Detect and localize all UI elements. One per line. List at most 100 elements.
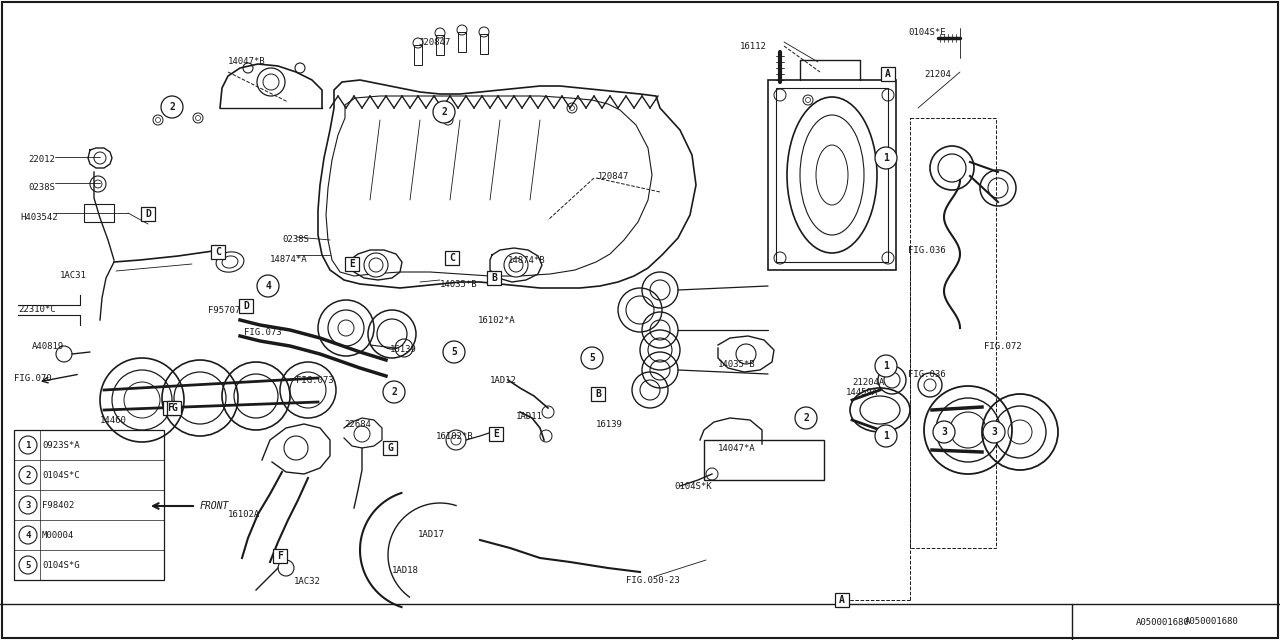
Text: 1AD11: 1AD11 bbox=[516, 412, 543, 421]
Bar bbox=[445, 251, 460, 265]
Text: A40819: A40819 bbox=[32, 342, 64, 351]
Text: 3: 3 bbox=[991, 427, 997, 437]
Text: 21204: 21204 bbox=[924, 70, 951, 79]
Text: FIG.036: FIG.036 bbox=[908, 246, 946, 255]
Text: 3: 3 bbox=[941, 427, 947, 437]
Text: 22684: 22684 bbox=[344, 420, 371, 429]
Circle shape bbox=[383, 381, 404, 403]
Bar bbox=[881, 67, 895, 81]
Bar bbox=[458, 32, 466, 52]
Bar bbox=[489, 427, 503, 441]
Bar bbox=[273, 549, 287, 563]
Text: C: C bbox=[449, 253, 454, 263]
Text: 1: 1 bbox=[26, 440, 31, 449]
Text: 0104S*C: 0104S*C bbox=[42, 470, 79, 479]
Text: 16102A: 16102A bbox=[228, 510, 260, 519]
Text: A: A bbox=[884, 69, 891, 79]
Circle shape bbox=[581, 347, 603, 369]
Text: 2: 2 bbox=[392, 387, 397, 397]
Text: FIG.070: FIG.070 bbox=[14, 374, 51, 383]
Text: E: E bbox=[493, 429, 499, 439]
Circle shape bbox=[257, 275, 279, 297]
Bar bbox=[346, 257, 358, 271]
Text: 16139: 16139 bbox=[390, 345, 417, 354]
Text: 2: 2 bbox=[169, 102, 175, 112]
Text: 0923S*A: 0923S*A bbox=[42, 440, 79, 449]
Text: F: F bbox=[168, 403, 173, 413]
Text: 14047*B: 14047*B bbox=[228, 57, 266, 66]
Text: B: B bbox=[595, 389, 600, 399]
Text: D: D bbox=[145, 209, 151, 219]
Circle shape bbox=[876, 147, 897, 169]
Text: 1: 1 bbox=[883, 153, 888, 163]
Bar bbox=[141, 207, 155, 221]
Circle shape bbox=[19, 556, 37, 574]
Text: E: E bbox=[349, 259, 355, 269]
Text: 0238S: 0238S bbox=[28, 183, 55, 192]
Circle shape bbox=[504, 253, 529, 277]
Bar bbox=[239, 299, 253, 313]
Text: 1AC32: 1AC32 bbox=[294, 577, 321, 586]
Text: 4: 4 bbox=[265, 281, 271, 291]
Text: A: A bbox=[840, 595, 845, 605]
Text: 1AC31: 1AC31 bbox=[60, 271, 87, 280]
Text: 14460: 14460 bbox=[100, 416, 127, 425]
Text: F: F bbox=[276, 551, 283, 561]
Text: B: B bbox=[492, 273, 497, 283]
Circle shape bbox=[876, 425, 897, 447]
Text: J20847: J20847 bbox=[596, 172, 628, 181]
Bar bbox=[166, 401, 180, 415]
Bar bbox=[768, 80, 896, 270]
Bar bbox=[436, 35, 444, 55]
Text: 5: 5 bbox=[451, 347, 457, 357]
Circle shape bbox=[933, 421, 955, 443]
Text: C: C bbox=[215, 247, 221, 257]
Bar bbox=[486, 271, 500, 285]
Bar bbox=[776, 88, 888, 262]
Bar bbox=[163, 401, 177, 415]
Text: 5: 5 bbox=[26, 561, 31, 570]
Text: FIG.050-23: FIG.050-23 bbox=[626, 576, 680, 585]
Text: 1AD17: 1AD17 bbox=[419, 530, 445, 539]
Text: J20847: J20847 bbox=[419, 38, 451, 47]
Circle shape bbox=[19, 466, 37, 484]
Text: M00004: M00004 bbox=[42, 531, 74, 540]
Text: 0104S*G: 0104S*G bbox=[42, 561, 79, 570]
Text: FIG.073: FIG.073 bbox=[244, 328, 282, 337]
Text: 1AD18: 1AD18 bbox=[392, 566, 419, 575]
Bar bbox=[910, 118, 996, 548]
Text: 0104S*E: 0104S*E bbox=[908, 28, 946, 37]
Text: 14035*B: 14035*B bbox=[440, 280, 477, 289]
Text: 0238S: 0238S bbox=[282, 235, 308, 244]
Text: A050001680: A050001680 bbox=[1185, 618, 1239, 627]
Text: 5: 5 bbox=[589, 353, 595, 363]
Text: 2: 2 bbox=[803, 413, 809, 423]
Text: 22012: 22012 bbox=[28, 155, 55, 164]
Circle shape bbox=[364, 253, 388, 277]
Text: 14874*A: 14874*A bbox=[270, 255, 307, 264]
Circle shape bbox=[161, 96, 183, 118]
Text: 1: 1 bbox=[883, 361, 888, 371]
Text: A050001680: A050001680 bbox=[1137, 618, 1189, 627]
Text: G: G bbox=[172, 403, 177, 413]
Text: 2: 2 bbox=[442, 107, 447, 117]
Circle shape bbox=[795, 407, 817, 429]
Text: G: G bbox=[387, 443, 393, 453]
Text: 14874*B: 14874*B bbox=[508, 256, 545, 265]
Text: 14047*A: 14047*A bbox=[718, 444, 755, 453]
Text: 14035*B: 14035*B bbox=[718, 360, 755, 369]
Bar bbox=[413, 45, 422, 65]
Bar bbox=[14, 430, 164, 580]
Text: 22310*C: 22310*C bbox=[18, 305, 55, 314]
Bar bbox=[835, 593, 849, 607]
Text: FRONT: FRONT bbox=[200, 501, 229, 511]
Circle shape bbox=[19, 526, 37, 544]
Text: FIG.073: FIG.073 bbox=[296, 376, 334, 385]
Circle shape bbox=[433, 101, 454, 123]
Bar bbox=[383, 441, 397, 455]
Text: 4: 4 bbox=[26, 531, 31, 540]
Bar bbox=[704, 440, 824, 480]
Text: FIG.072: FIG.072 bbox=[984, 342, 1021, 351]
Circle shape bbox=[443, 341, 465, 363]
Text: 21204A: 21204A bbox=[852, 378, 884, 387]
